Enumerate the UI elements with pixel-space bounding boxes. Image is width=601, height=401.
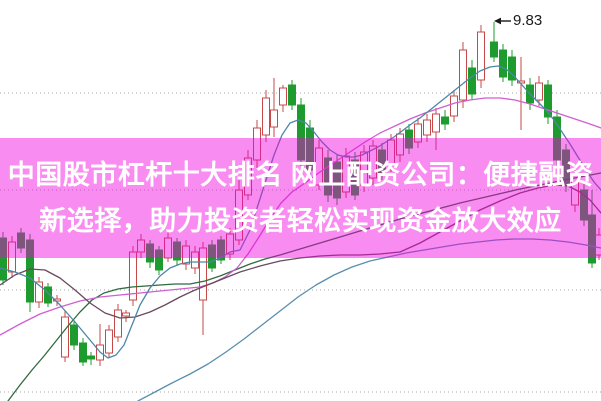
candle xyxy=(369,140,377,185)
candle xyxy=(441,110,449,130)
candle xyxy=(253,120,261,168)
ma-lines xyxy=(0,65,601,401)
candle xyxy=(270,78,278,137)
candle xyxy=(324,150,332,202)
peak-price-label: 9.83 xyxy=(513,12,543,29)
candle xyxy=(61,310,69,362)
candle xyxy=(226,228,234,260)
candle xyxy=(450,90,458,122)
candle xyxy=(333,155,341,205)
candle xyxy=(262,90,270,142)
candle xyxy=(191,246,199,274)
headline-banner: 中国股市杠杆十大排名 网上配资公司：便捷融资 新选择，助力投资者轻松实现资金放大… xyxy=(0,138,601,258)
candle xyxy=(70,320,78,350)
ma-long-green xyxy=(7,172,601,401)
gridlines xyxy=(0,92,601,393)
candle xyxy=(235,180,243,245)
candle xyxy=(396,128,404,162)
candle xyxy=(17,228,25,253)
ma-mid-purple xyxy=(0,184,601,319)
candle xyxy=(405,124,413,154)
candle xyxy=(432,108,440,150)
candle xyxy=(544,80,552,124)
candle xyxy=(114,304,122,342)
peak-price-annotation: 9.83 xyxy=(494,12,542,30)
candle xyxy=(499,44,507,82)
candle xyxy=(35,277,43,308)
candle xyxy=(182,240,190,270)
candle xyxy=(535,76,543,106)
candle xyxy=(199,242,207,335)
candle xyxy=(53,295,61,306)
candle xyxy=(297,98,305,166)
candle xyxy=(96,324,104,366)
candle xyxy=(468,60,476,100)
candle xyxy=(129,246,137,306)
candle xyxy=(105,325,113,358)
candle xyxy=(0,232,7,285)
candle xyxy=(351,152,359,200)
candle xyxy=(414,118,422,148)
candle xyxy=(553,110,561,168)
candle xyxy=(459,42,467,108)
headline-line-1: 中国股市杠杆十大排名 网上配资公司：便捷融资 xyxy=(7,160,594,190)
candle xyxy=(508,50,516,86)
candle xyxy=(173,238,181,266)
candle xyxy=(378,143,386,180)
candle xyxy=(423,114,431,142)
headline-line-2: 新选择，助力投资者轻松实现资金放大效应 xyxy=(39,206,562,236)
candle xyxy=(517,57,525,130)
ma-short-teal xyxy=(0,65,601,359)
candle xyxy=(122,310,130,322)
candle xyxy=(79,338,87,366)
candle xyxy=(315,140,323,190)
candles xyxy=(0,22,601,366)
candle xyxy=(87,352,95,365)
candle xyxy=(44,283,52,307)
candle xyxy=(595,228,601,260)
candle xyxy=(217,236,225,264)
candle xyxy=(244,150,252,200)
candle xyxy=(387,134,395,172)
candle xyxy=(562,144,570,192)
arrow-left-icon xyxy=(494,17,511,25)
ma-long-blue xyxy=(137,238,601,401)
candle xyxy=(477,25,485,88)
candle xyxy=(279,85,287,112)
candle xyxy=(288,80,296,110)
candle xyxy=(580,184,588,226)
candle xyxy=(155,246,163,275)
candle xyxy=(360,145,368,192)
candle xyxy=(208,240,216,272)
candle xyxy=(137,234,145,258)
candle xyxy=(164,232,172,262)
candle xyxy=(490,22,498,62)
candle xyxy=(146,240,154,268)
ma-mid-magenta xyxy=(0,97,601,336)
